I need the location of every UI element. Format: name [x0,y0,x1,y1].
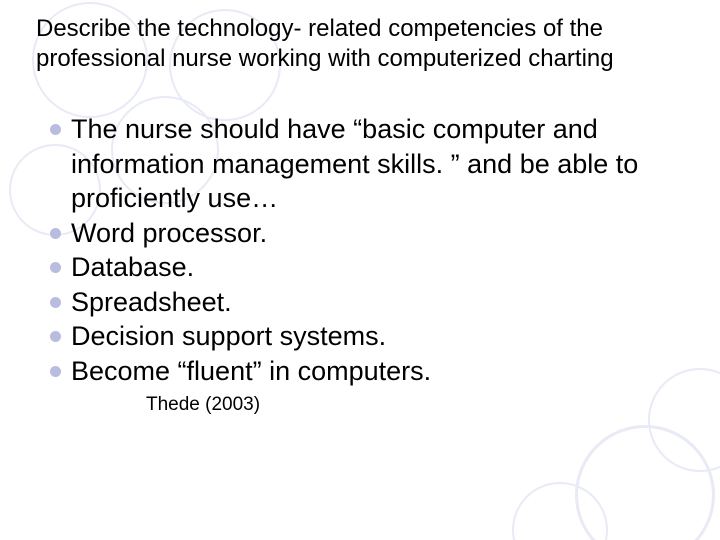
bullet-dot-icon [50,228,61,239]
bullet-item: Decision support systems. [50,319,684,354]
bullet-text: Decision support systems. [71,319,684,354]
bullet-text: Word processor. [71,216,684,251]
bg-circle [575,425,715,540]
bullet-item: Word processor. [50,216,684,251]
bullet-item: Database. [50,250,684,285]
bullet-dot-icon [50,124,61,135]
bg-circle [512,482,608,540]
bullet-text: Database. [71,250,684,285]
bullet-dot-icon [50,262,61,273]
bullet-text: The nurse should have “basic computer an… [71,112,684,216]
bullet-item: Become “fluent” in computers. [50,354,684,389]
bullet-text: Become “fluent” in computers. [71,354,684,389]
slide-title: Describe the technology- related compete… [36,14,676,74]
bullet-list: The nurse should have “basic computer an… [36,112,684,388]
bullet-text: Spreadsheet. [71,285,684,320]
bullet-item: Spreadsheet. [50,285,684,320]
bullet-item: The nurse should have “basic computer an… [50,112,684,216]
bullet-dot-icon [50,331,61,342]
bullet-dot-icon [50,297,61,308]
citation: Thede (2003) [146,394,684,416]
slide: Describe the technology- related compete… [0,0,720,540]
bullet-dot-icon [50,366,61,377]
